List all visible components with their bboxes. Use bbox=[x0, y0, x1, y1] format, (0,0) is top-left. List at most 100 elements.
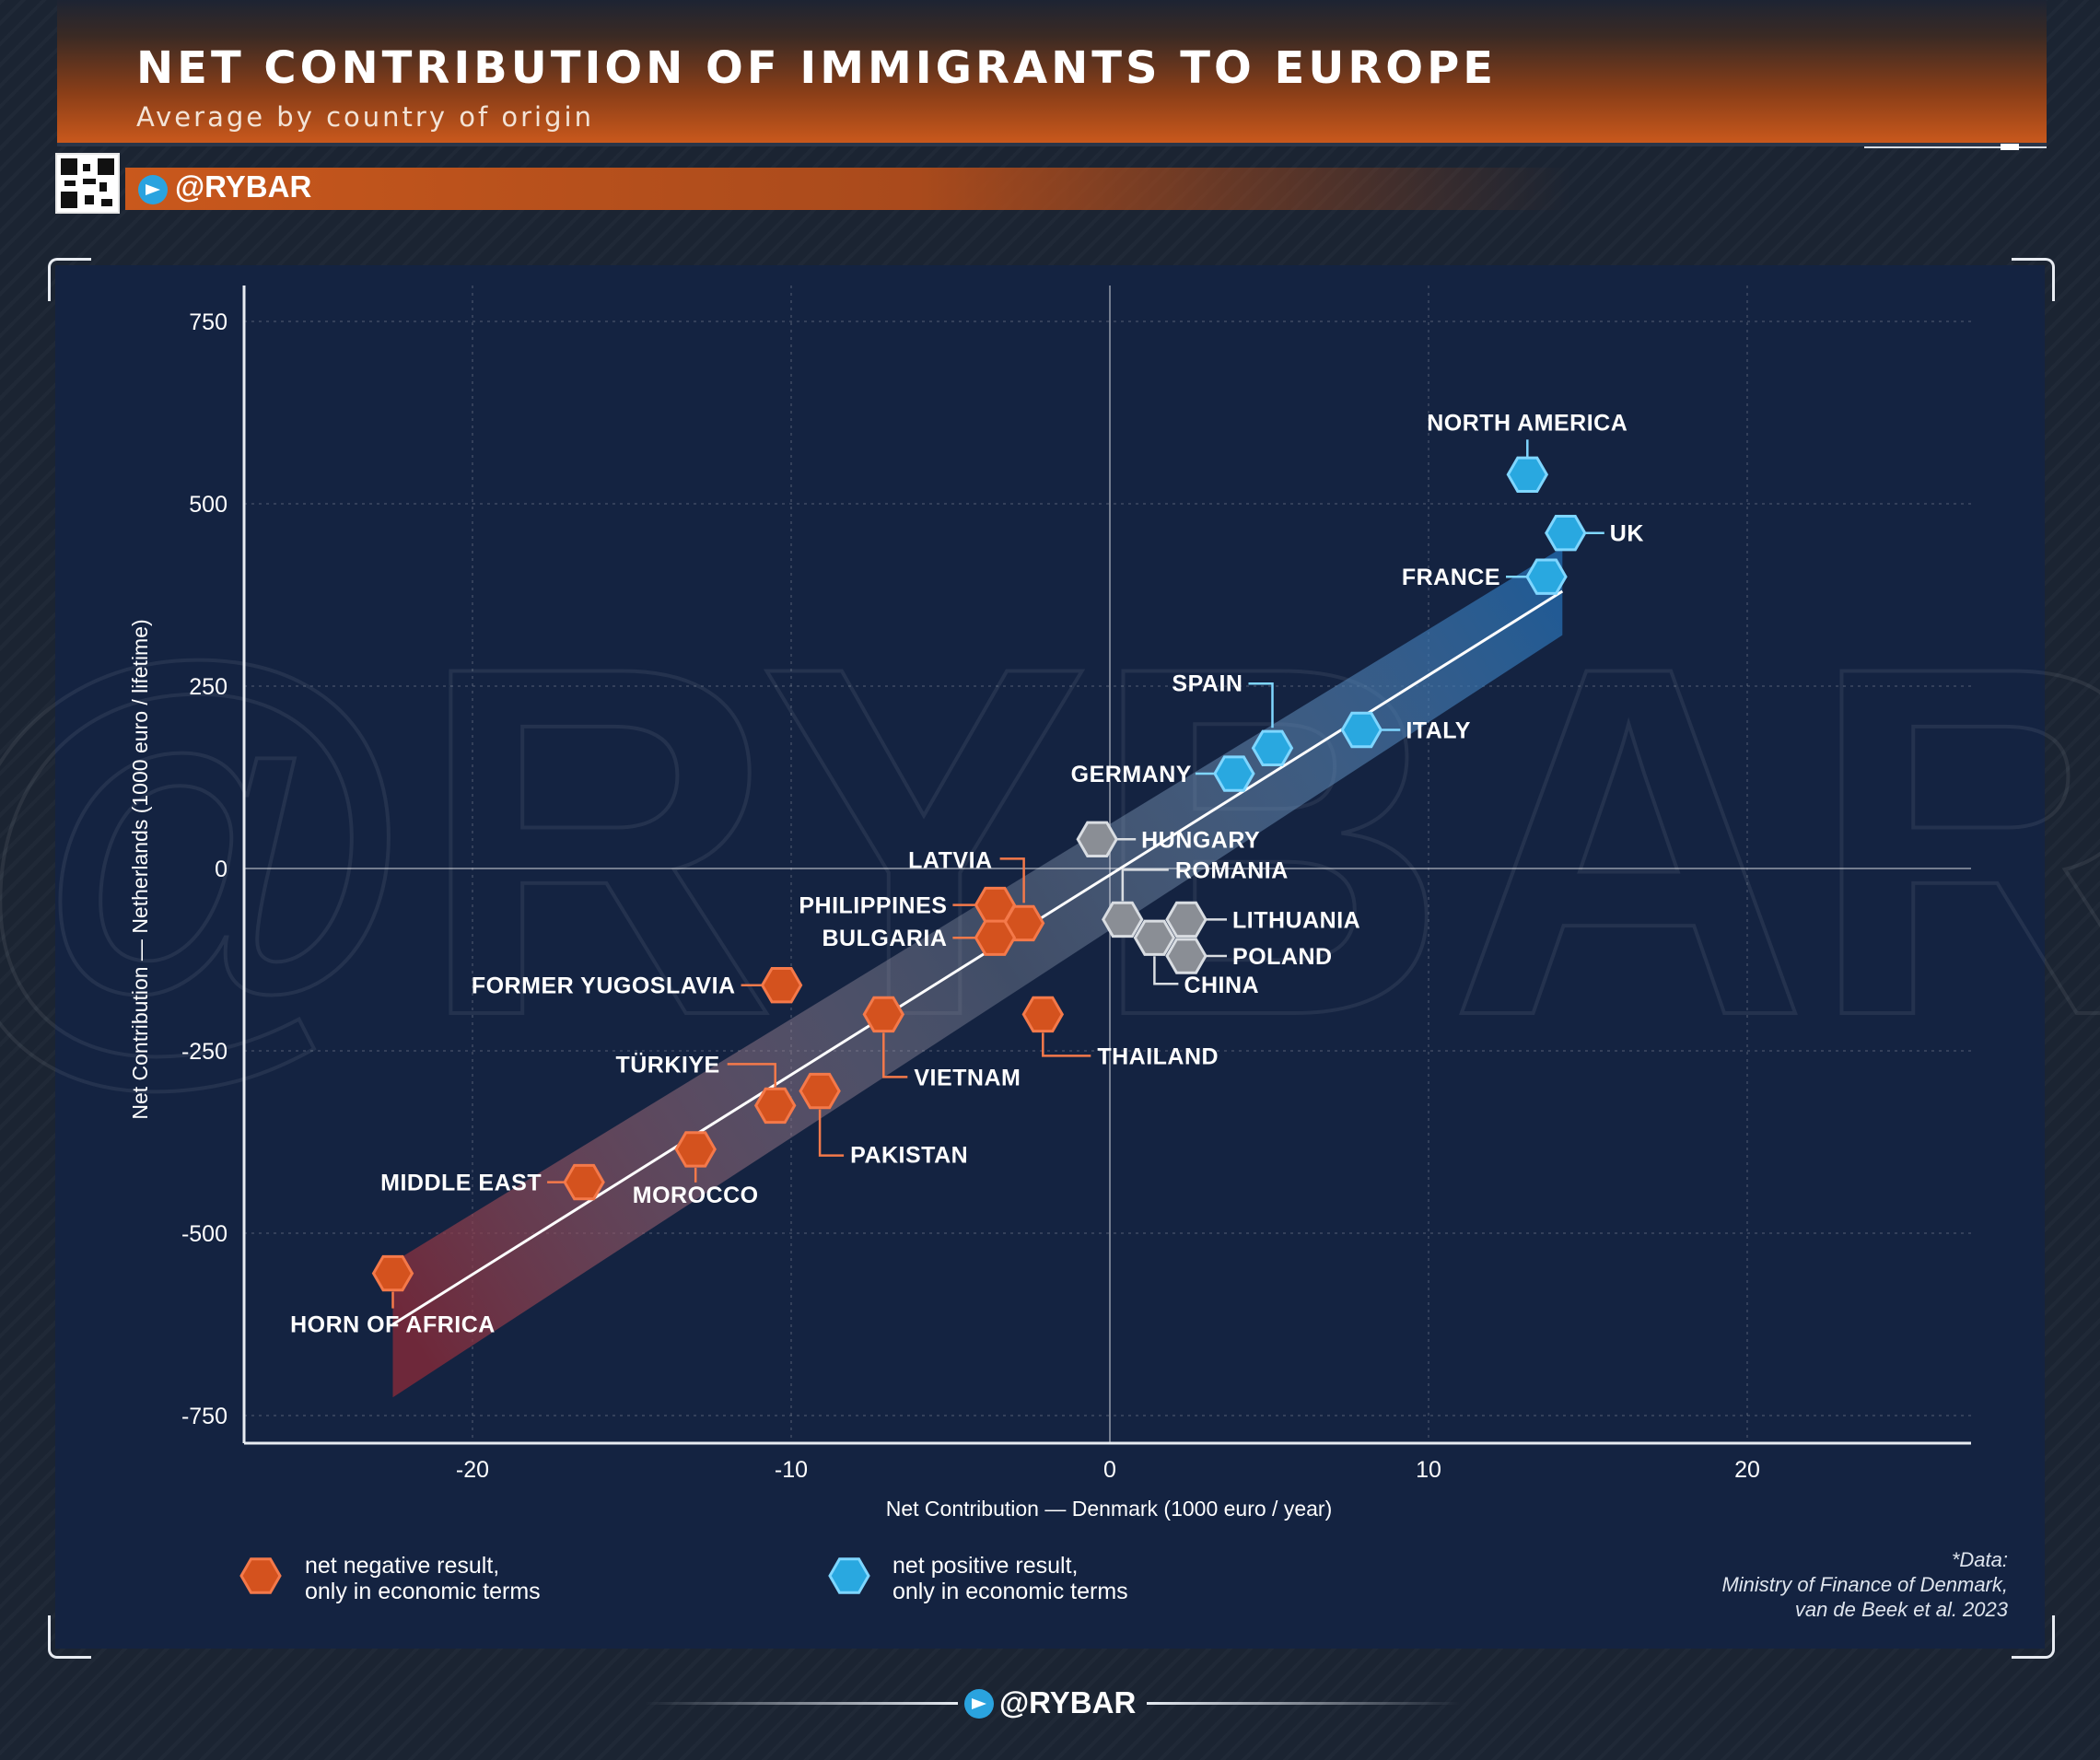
source-note: *Data: Ministry of Finance of Denmark, v… bbox=[1721, 1547, 2008, 1622]
leader-spain bbox=[1248, 682, 1274, 728]
legend-positive-marker bbox=[828, 1557, 870, 1594]
point-france bbox=[1525, 558, 1568, 595]
point-germany bbox=[1213, 755, 1255, 792]
x-tick-label: 20 bbox=[1734, 1457, 1760, 1483]
header-accent-line bbox=[1864, 146, 2047, 148]
point-uk bbox=[1545, 515, 1587, 552]
header-divider bbox=[57, 143, 2047, 146]
y-tick-label: 750 bbox=[189, 309, 228, 335]
point-middle-east bbox=[563, 1163, 605, 1201]
y-tick-label: 500 bbox=[189, 492, 228, 518]
footer-divider-left bbox=[645, 1702, 958, 1705]
point-thailand bbox=[1021, 996, 1065, 1033]
point-labels: NORTH AMERICA UK FRANCE SPAIN ITALY GERMANY HU… bbox=[290, 410, 1644, 1337]
x-tick-label: -10 bbox=[775, 1457, 808, 1483]
legend-negative-marker bbox=[239, 1557, 282, 1594]
label-pakistan: PAKISTAN bbox=[850, 1143, 968, 1169]
label-former-yugoslavia: FORMER YUGOSLAVIA bbox=[472, 973, 736, 999]
point-horn-of-africa bbox=[371, 1254, 414, 1292]
source-line1: *Data: bbox=[1951, 1548, 2008, 1571]
y-tick-label: -250 bbox=[181, 1039, 228, 1065]
legend-negative-line1: net negative result, bbox=[305, 1553, 500, 1579]
x-tick-label: 0 bbox=[1103, 1457, 1116, 1483]
label-france: FRANCE bbox=[1402, 565, 1500, 590]
brand-strip bbox=[125, 168, 1571, 210]
label-romania: ROMANIA bbox=[1175, 857, 1289, 883]
y-tick-label: 250 bbox=[189, 674, 228, 700]
y-tick-label: -500 bbox=[181, 1221, 228, 1247]
legend-negative-label: net negative result, only in economic te… bbox=[305, 1553, 541, 1604]
leader-thailand bbox=[1042, 1032, 1091, 1057]
point-romania bbox=[1102, 901, 1144, 938]
leader-china bbox=[1153, 956, 1179, 985]
label-uk: UK bbox=[1610, 521, 1644, 547]
label-poland: POLAND bbox=[1232, 944, 1333, 970]
leader-romania bbox=[1121, 868, 1169, 902]
point-former-yugoslavia bbox=[760, 967, 803, 1004]
label-north-america: NORTH AMERICA bbox=[1427, 410, 1628, 436]
frame-corner bbox=[48, 258, 91, 301]
brand-handle[interactable]: @RYBAR bbox=[175, 169, 312, 204]
label-t-rkiye: TÜRKIYE bbox=[615, 1051, 719, 1078]
leader-latvia bbox=[999, 857, 1025, 903]
label-italy: ITALY bbox=[1406, 718, 1471, 744]
point-bulgaria bbox=[974, 919, 1017, 956]
legend-positive-label: net positive result, only in economic te… bbox=[892, 1553, 1128, 1604]
point-lithuania bbox=[1165, 901, 1208, 938]
label-leaders bbox=[391, 439, 1604, 1309]
label-philippines: PHILIPPINES bbox=[799, 893, 947, 919]
point-china bbox=[1133, 919, 1176, 956]
source-line3: van de Beek et al. 2023 bbox=[1794, 1598, 2008, 1621]
point-t-rkiye bbox=[753, 1087, 797, 1125]
telegram-icon bbox=[138, 175, 168, 204]
label-morocco: MOROCCO bbox=[633, 1183, 759, 1208]
grid bbox=[244, 286, 1971, 1443]
source-line2: Ministry of Finance of Denmark, bbox=[1721, 1573, 2008, 1596]
footer-divider-right bbox=[1147, 1702, 1460, 1705]
point-philippines bbox=[974, 886, 1017, 924]
x-tick-label: -20 bbox=[456, 1457, 489, 1483]
y-tick-label: -750 bbox=[181, 1404, 228, 1429]
point-vietnam bbox=[862, 996, 905, 1033]
point-hungary bbox=[1076, 821, 1118, 857]
label-spain: SPAIN bbox=[1172, 670, 1242, 696]
leader-t-rkiye bbox=[727, 1063, 776, 1088]
frame-corner bbox=[2012, 258, 2055, 301]
header-accent-dot bbox=[2001, 144, 2019, 150]
label-hungary: HUNGARY bbox=[1141, 827, 1260, 853]
point-north-america bbox=[1506, 456, 1549, 493]
legend-positive-line1: net positive result, bbox=[892, 1553, 1079, 1579]
label-middle-east: MIDDLE EAST bbox=[380, 1171, 542, 1196]
label-china: CHINA bbox=[1184, 973, 1259, 998]
label-bulgaria: BULGARIA bbox=[822, 926, 948, 951]
leader-pakistan bbox=[818, 1109, 845, 1157]
legend-positive-line2: only in economic terms bbox=[892, 1579, 1128, 1604]
point-italy bbox=[1340, 711, 1383, 749]
frame-corner bbox=[2012, 1615, 2055, 1659]
point-spain bbox=[1251, 729, 1294, 766]
point-morocco bbox=[674, 1131, 717, 1168]
x-axis-label: Net Contribution — Denmark (1000 euro / … bbox=[886, 1497, 1333, 1521]
frame-corner bbox=[48, 1615, 91, 1659]
point-poland bbox=[1165, 938, 1208, 974]
footer-handle[interactable]: @RYBAR bbox=[999, 1685, 1137, 1719]
axes bbox=[242, 286, 1971, 1445]
page-subtitle: Average by country of origin bbox=[136, 101, 594, 133]
qr-code-icon[interactable] bbox=[55, 153, 120, 214]
watermark-text: @RYBAR bbox=[0, 564, 2100, 1119]
label-germany: GERMANY bbox=[1071, 762, 1192, 787]
leader-vietnam bbox=[882, 1032, 908, 1078]
point-pakistan bbox=[799, 1072, 841, 1110]
x-tick-label: 10 bbox=[1416, 1457, 1441, 1483]
page-title: NET CONTRIBUTION OF IMMIGRANTS TO EUROPE bbox=[136, 42, 1498, 94]
legend bbox=[239, 1557, 870, 1594]
tick-labels: -20 -10 0 10 20 750 500 250 0 -250 -500 -750 bbox=[181, 309, 1760, 1483]
label-thailand: THAILAND bbox=[1097, 1043, 1219, 1069]
y-tick-label: 0 bbox=[215, 857, 228, 882]
footer-telegram-icon bbox=[964, 1689, 994, 1719]
label-latvia: LATVIA bbox=[908, 847, 992, 873]
y-axis-label: Net Contribution — Netherlands (1000 eur… bbox=[128, 619, 152, 1119]
data-points bbox=[371, 456, 1587, 1292]
legend-negative-line2: only in economic terms bbox=[305, 1579, 541, 1604]
